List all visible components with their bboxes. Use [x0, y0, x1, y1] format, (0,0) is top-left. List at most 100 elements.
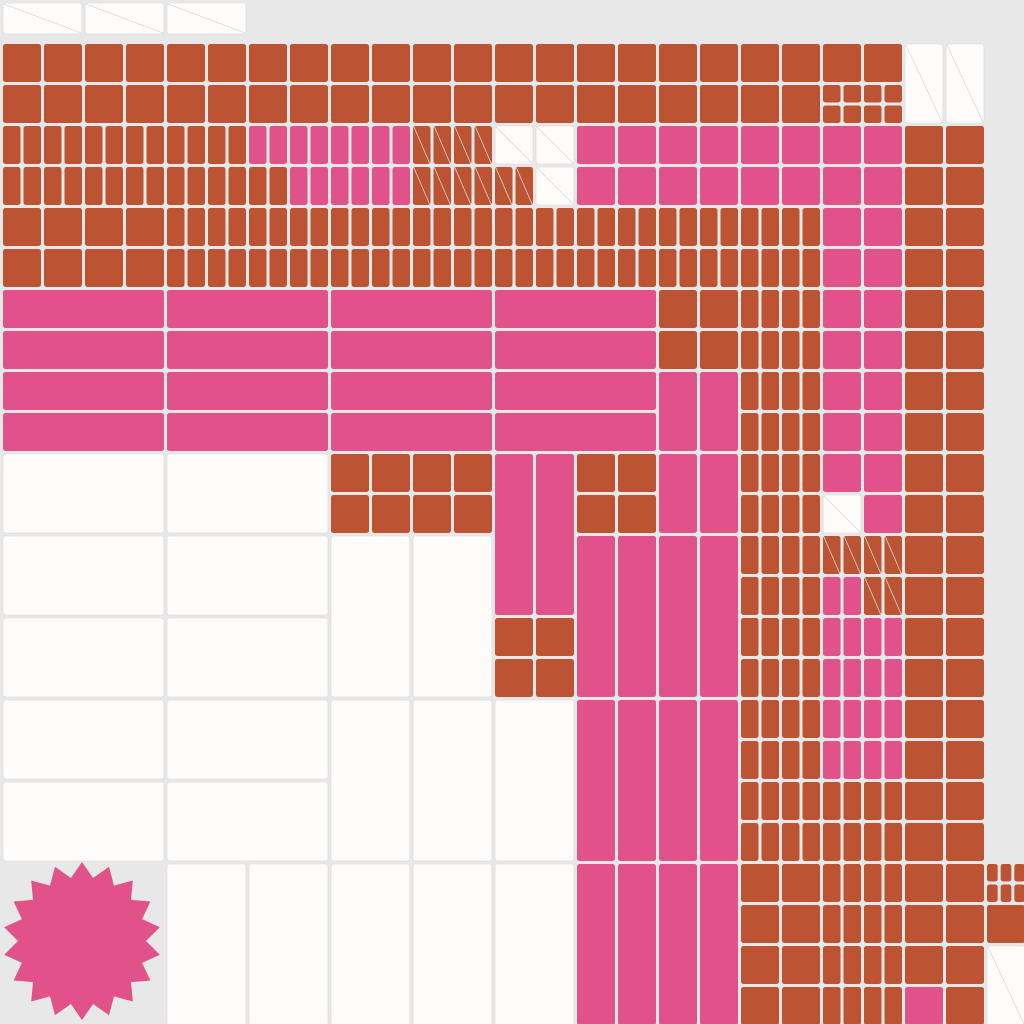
tile-b-153: [228, 208, 246, 246]
tile-p-106: [290, 167, 308, 205]
tile-b-353: [802, 577, 820, 615]
tile-b-453: [864, 946, 882, 984]
tile-p-109: [351, 167, 369, 205]
tile-b-206: [495, 249, 513, 287]
tile-b-250: [782, 290, 800, 328]
tile-b-39: [454, 85, 492, 123]
tile-b-343: [536, 659, 574, 697]
tile-p-127: [618, 126, 656, 164]
tile-b-422: [823, 782, 841, 820]
tile-w-293: [412, 699, 493, 862]
tile-p-414: [823, 700, 841, 738]
tile-w-288: [2, 781, 165, 862]
tile-b-67: [146, 126, 164, 164]
tile-b-7: [44, 44, 82, 82]
tile-p-321: [659, 454, 697, 533]
tile-b-345: [761, 536, 779, 574]
tile-p-228: [331, 290, 492, 328]
tile-b-157: [310, 208, 328, 246]
tile-b-295: [331, 454, 369, 492]
tile-b-173: [638, 208, 656, 246]
tile-b-176: [700, 208, 718, 246]
tile-b-366: [905, 659, 943, 697]
tile-b-315: [782, 495, 800, 533]
tile-b-26: [823, 44, 861, 82]
tile-b-469: [1014, 864, 1024, 882]
tile-p-410: [823, 659, 841, 697]
tile-b-452: [843, 946, 861, 984]
tile-b-303: [782, 454, 800, 492]
tile-b-342: [495, 659, 533, 697]
tile-b-55: [884, 105, 902, 123]
tile-slash-115: [434, 167, 451, 205]
tile-b-201: [392, 249, 410, 287]
tile-b-244: [659, 331, 697, 369]
tile-b-23: [700, 44, 738, 82]
tile-b-146: [3, 208, 41, 246]
tile-b-11: [208, 44, 246, 82]
tile-b-69: [187, 126, 205, 164]
tile-slash-87: [475, 126, 492, 164]
tile-b-188: [85, 249, 123, 287]
tile-b-298: [454, 454, 492, 492]
tile-b-224: [905, 249, 943, 287]
tile-p-417: [884, 700, 902, 738]
tile-b-62: [44, 126, 62, 164]
tile-w-281: [166, 453, 329, 534]
tile-p-107: [310, 167, 328, 205]
tile-b-263: [946, 331, 984, 369]
tile-b-22: [659, 44, 697, 82]
tile-b-266: [782, 372, 800, 410]
tile-b-38: [413, 85, 451, 123]
tile-b-274: [782, 413, 800, 451]
tile-b-175: [679, 208, 697, 246]
tile-b-92: [3, 167, 21, 205]
tile-b-426: [823, 823, 841, 861]
tile-p-335: [700, 700, 738, 861]
tile-b-367: [946, 659, 984, 697]
tile-b-382: [782, 782, 800, 820]
tile-b-204: [454, 249, 472, 287]
tile-slash-85: [454, 126, 471, 164]
tile-b-255: [946, 290, 984, 328]
tile-b-306: [946, 454, 984, 492]
tile-b-192: [208, 249, 226, 287]
tile-b-19: [536, 44, 574, 82]
tile-p-77: [351, 126, 369, 164]
tile-b-189: [126, 249, 164, 287]
tile-b-270: [905, 372, 943, 410]
tile-p-261: [864, 331, 902, 369]
tile-b-218: [741, 249, 759, 287]
tile-b-370: [782, 700, 800, 738]
tile-p-133: [864, 126, 902, 164]
tile-w-430: [166, 863, 247, 1024]
tile-b-161: [392, 208, 410, 246]
tile-b-251: [802, 290, 820, 328]
tile-p-328: [577, 536, 615, 697]
tile-b-297: [413, 454, 451, 492]
tile-b-313: [741, 495, 759, 533]
tile-b-427: [843, 823, 861, 861]
tile-p-74: [290, 126, 308, 164]
tile-b-18: [495, 44, 533, 82]
tile-b-473: [987, 905, 1024, 943]
tile-b-101: [187, 167, 205, 205]
tile-slash-57: [905, 44, 943, 123]
tile-p-409: [884, 618, 902, 656]
tile-b-460: [864, 987, 882, 1024]
tile-p-233: [495, 331, 656, 369]
tile-p-400: [823, 577, 841, 615]
tile-p-268: [823, 372, 861, 410]
tile-b-273: [761, 413, 779, 451]
tile-b-212: [618, 249, 636, 287]
tile-p-231: [167, 331, 328, 369]
tile-p-239: [167, 413, 328, 451]
tile-b-458: [823, 987, 841, 1024]
tile-b-340: [495, 618, 533, 656]
tile-p-319: [495, 454, 533, 615]
tile-b-350: [741, 577, 759, 615]
tile-b-373: [946, 700, 984, 738]
tile-p-327: [864, 495, 902, 533]
tile-p-232: [331, 331, 492, 369]
